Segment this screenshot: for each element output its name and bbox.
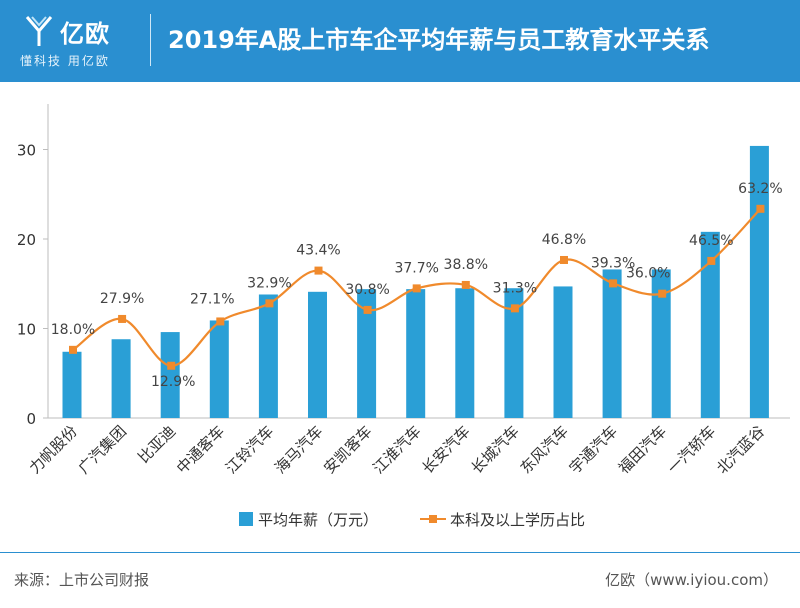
line-point (412, 284, 421, 293)
bar (504, 288, 524, 418)
line-point (560, 255, 568, 264)
data-label: 46.8% (542, 232, 586, 248)
y-tick-label: 20 (17, 231, 36, 249)
bar (700, 231, 720, 418)
bar (553, 286, 573, 418)
header-banner: 亿欧 懂科技 用亿欧 2019年A股上市车企平均年薪与员工教育水平关系 (0, 0, 800, 82)
page-title: 2019年A股上市车企平均年薪与员工教育水平关系 (168, 26, 710, 54)
chart: 0 10 20 30 18.0% 27.9% 12.9% 27.1% 32.9% 43.4% 30.… (17, 104, 790, 529)
x-tick-label: 江淮汽车 (369, 422, 424, 477)
bar (406, 289, 426, 418)
y-tick-label: 0 (26, 410, 36, 428)
line-point (658, 289, 667, 298)
line-point (510, 304, 519, 313)
logo-slogan: 懂科技 用亿欧 (20, 54, 110, 68)
data-label: 18.0% (51, 322, 95, 338)
line-point (707, 256, 716, 265)
data-label: 31.3% (493, 280, 537, 296)
legend-line-label: 本科及以上学历占比 (450, 511, 585, 529)
line-point (216, 317, 225, 326)
footer-divider (0, 552, 800, 553)
x-tick-label: 安凯客车 (320, 422, 375, 477)
bar (651, 269, 671, 418)
bar (62, 351, 82, 418)
bar (160, 332, 180, 418)
credit-note: 亿欧（www.iyiou.com） (605, 571, 778, 589)
data-label: 12.9% (151, 374, 195, 390)
bar (258, 294, 278, 418)
bar (308, 291, 327, 418)
data-label: 37.7% (394, 260, 438, 276)
data-label: 46.5% (689, 233, 733, 249)
data-label: 27.1% (190, 291, 234, 307)
line-point (314, 266, 323, 275)
x-tick-label: 东风汽车 (517, 422, 572, 477)
legend-line-marker (429, 515, 437, 523)
bar (209, 320, 229, 418)
data-label: 39.3% (591, 255, 635, 271)
bar (455, 288, 475, 418)
header-divider (150, 14, 151, 66)
x-tick-label: 力帆股份 (26, 422, 81, 477)
x-tick-label: 广汽集团 (75, 422, 130, 477)
line-point (118, 314, 127, 323)
bar (602, 269, 622, 418)
x-tick-label: 比亚迪 (134, 422, 179, 467)
data-label: 27.9% (100, 291, 144, 307)
source-note: 来源：上市公司财报 (14, 571, 150, 589)
x-tick-label: 中通客车 (173, 422, 228, 477)
yiou-logo-icon (25, 16, 53, 46)
line-point (461, 280, 470, 289)
line-point (363, 305, 372, 314)
data-label: 30.8% (345, 282, 389, 298)
y-tick-label: 10 (17, 321, 36, 339)
line-point (69, 345, 77, 354)
bar (111, 339, 131, 418)
logo-text: 亿欧 (60, 20, 110, 48)
data-label: 36.0% (626, 266, 670, 282)
x-tick-label: 海马汽车 (271, 422, 326, 477)
legend-bar-swatch (239, 512, 253, 526)
x-tick-label: 长城汽车 (468, 422, 523, 477)
line-point (167, 361, 176, 370)
x-tick-label: 一汽轿车 (664, 422, 719, 477)
bar (357, 289, 377, 418)
x-tick-label: 福田汽车 (615, 422, 670, 477)
x-tick-label: 宇通汽车 (566, 422, 621, 477)
line-point (609, 279, 618, 288)
x-tick-label: 江铃汽车 (222, 422, 277, 477)
data-label: 38.8% (444, 257, 488, 273)
data-label: 63.2% (738, 181, 782, 197)
data-label: 43.4% (296, 243, 340, 259)
x-tick-label: 北汽蓝谷 (713, 422, 768, 477)
data-label: 32.9% (247, 275, 291, 291)
legend-bar-label: 平均年薪（万元） (258, 511, 378, 529)
y-tick-label: 30 (17, 142, 36, 160)
line-point (265, 299, 274, 308)
line-point (756, 204, 765, 213)
x-tick-label: 长安汽车 (418, 422, 473, 477)
